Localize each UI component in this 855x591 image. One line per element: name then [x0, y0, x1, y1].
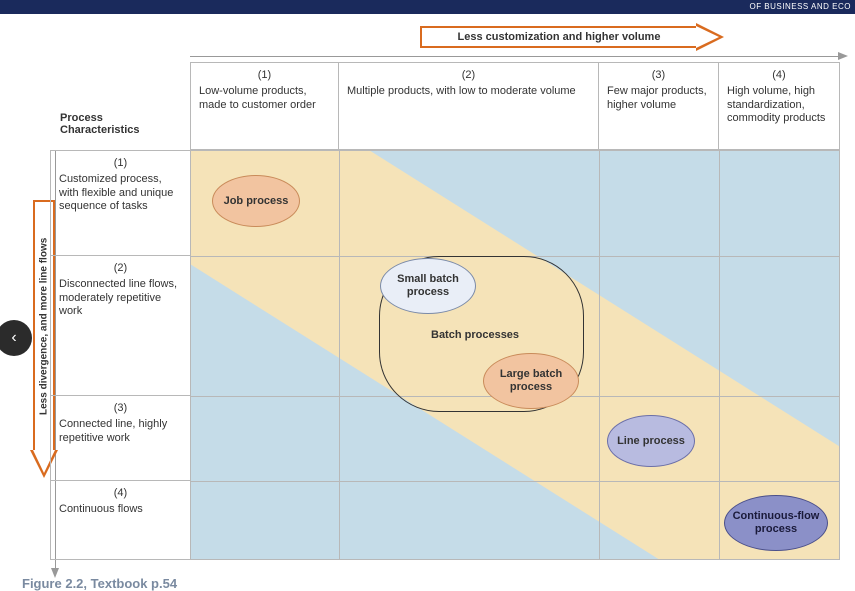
row-text-3: Connected line, highly repetitive work [59, 418, 182, 446]
row-text-1: Customized process, with flexible and un… [59, 173, 182, 214]
grid-vline-3 [719, 151, 720, 559]
continuous-label: Continuous-flow process [725, 510, 827, 535]
grid-vline-2 [599, 151, 600, 559]
figure-caption: Figure 2.2, Textbook p.54 [22, 576, 177, 591]
header-text: OF BUSINESS AND ECO [749, 2, 851, 11]
chevron-left-icon: ‹ [11, 329, 16, 347]
col-num-1: (1) [199, 69, 330, 83]
grid-vline-1 [339, 151, 340, 559]
col-text-4: High volume, high standardization, commo… [727, 85, 831, 126]
col-num-2: (2) [347, 69, 590, 83]
row-num-1: (1) [59, 157, 182, 171]
top-label-arrow: Less customization and higher volume [420, 26, 698, 48]
header-bar: OF BUSINESS AND ECO [0, 0, 855, 14]
grid-hline-3 [191, 481, 839, 482]
col-text-1: Low-volume products, made to customer or… [199, 85, 330, 113]
top-arrow-text: Less customization and higher volume [458, 31, 661, 43]
col-head-1: (1) Low-volume products, made to custome… [190, 62, 338, 150]
prev-slide-button[interactable]: ‹ [0, 320, 32, 356]
process-characteristics-label: Process Characteristics [50, 110, 190, 150]
process-matrix: Process Characteristics (1) Low-volume p… [50, 62, 840, 582]
row-text-2: Disconnected line flows, moderately repe… [59, 278, 182, 319]
line-label: Line process [617, 435, 685, 448]
col-text-2: Multiple products, with low to moderate … [347, 85, 590, 99]
row-num-3: (3) [59, 402, 182, 416]
job-label: Job process [224, 195, 289, 208]
large-batch-ellipse: Large batch process [483, 353, 579, 409]
col-num-4: (4) [727, 69, 831, 83]
col-head-4: (4) High volume, high standardization, c… [718, 62, 840, 150]
batch-group-label: Batch processes [431, 329, 519, 341]
col-head-2: (2) Multiple products, with low to moder… [338, 62, 598, 150]
row-num-4: (4) [59, 487, 182, 501]
job-process-ellipse: Job process [212, 175, 300, 227]
row-head-3: (3) Connected line, highly repetitive wo… [50, 395, 190, 480]
large-batch-label: Large batch process [484, 368, 578, 393]
small-batch-label: Small batch process [381, 273, 475, 298]
left-arrow-text: Less divergence, and more line flows [39, 237, 50, 414]
col-text-3: Few major products, higher volume [607, 85, 710, 113]
row-head-2: (2) Disconnected line flows, moderately … [50, 255, 190, 395]
row-head-4: (4) Continuous flows [50, 480, 190, 560]
matrix-grid: Batch processes Job process Small batch … [190, 150, 840, 560]
process-label-text: Process Characteristics [60, 112, 140, 136]
row-head-1: (1) Customized process, with flexible an… [50, 150, 190, 255]
row-text-4: Continuous flows [59, 503, 182, 517]
line-process-ellipse: Line process [607, 415, 695, 467]
row-num-2: (2) [59, 262, 182, 276]
continuous-flow-ellipse: Continuous-flow process [724, 495, 828, 551]
top-arrow-head-inner [696, 26, 719, 48]
x-axis-line [190, 56, 840, 57]
col-num-3: (3) [607, 69, 710, 83]
x-axis-arrowhead [838, 52, 848, 60]
col-head-3: (3) Few major products, higher volume [598, 62, 718, 150]
small-batch-ellipse: Small batch process [380, 258, 476, 314]
